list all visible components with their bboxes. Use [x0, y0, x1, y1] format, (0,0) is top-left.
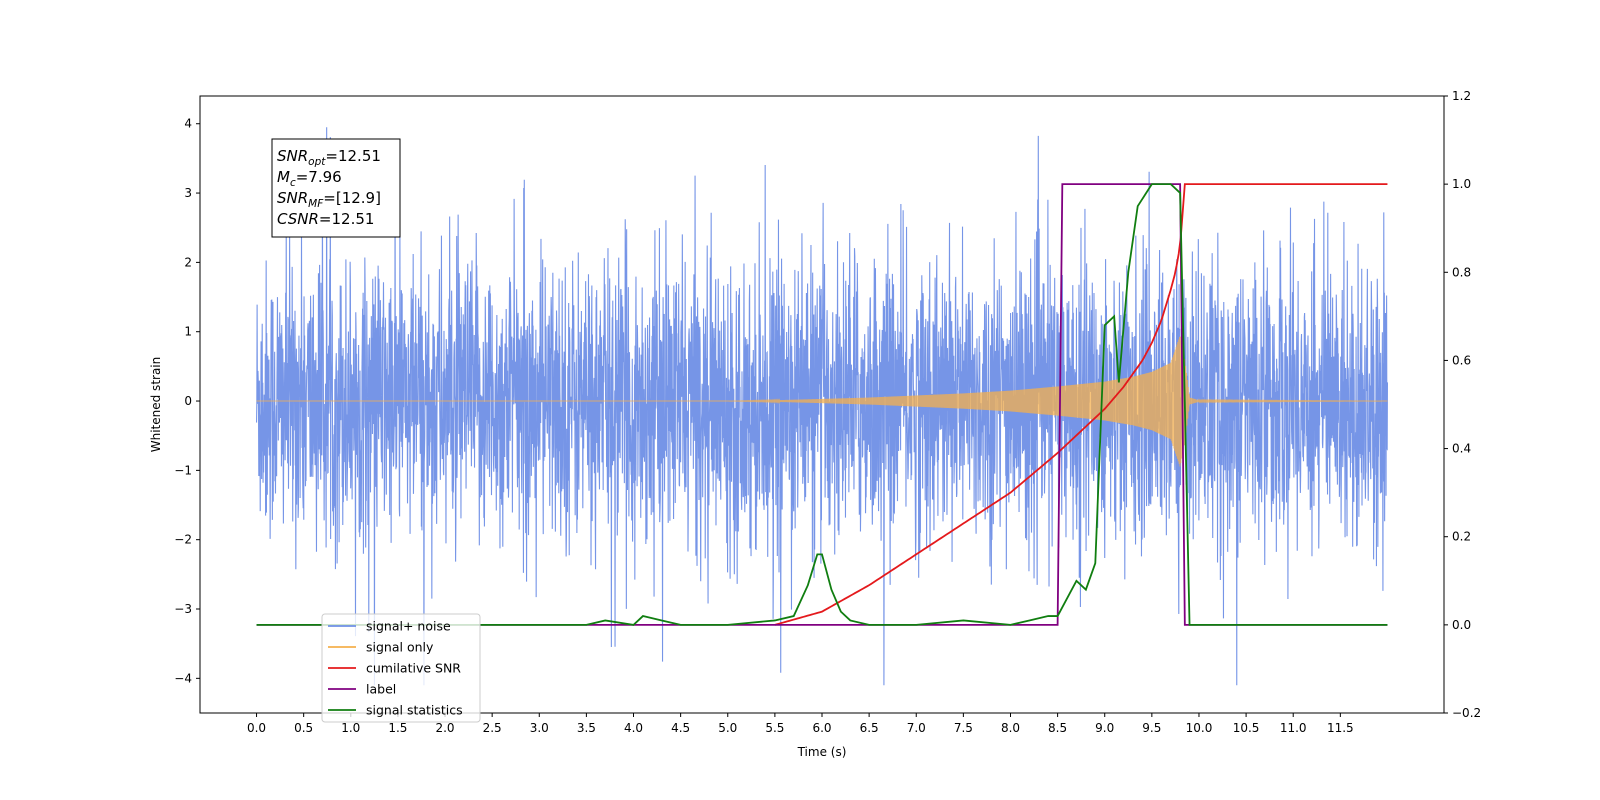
y-left-tick-label: −2 — [174, 533, 192, 547]
legend-box — [321, 613, 481, 723]
x-tick-label: 4.0 — [624, 721, 643, 735]
x-tick-label: 8.5 — [1048, 721, 1067, 735]
legend: signal+ noise signal only cumilative SNR la… — [321, 613, 481, 723]
y-right-tick-label: 1.0 — [1452, 177, 1471, 191]
y-right-tick-label: 0.2 — [1452, 530, 1471, 544]
x-tick-label: 4.5 — [671, 721, 690, 735]
series-cumulative-snr — [774, 183, 1388, 626]
y-left-tick-label: 4 — [184, 117, 192, 131]
x-axis-label: Time (s) — [797, 745, 847, 759]
y-right-tick-label: −0.2 — [1452, 706, 1481, 720]
y-axis-label: Whitened strain — [149, 357, 163, 453]
x-tick-label: 10.0 — [1186, 721, 1213, 735]
y-left-tick-label: −3 — [174, 602, 192, 616]
x-tick-label: 7.0 — [907, 721, 926, 735]
x-tick-label: 11.5 — [1327, 721, 1354, 735]
x-tick-label: 9.0 — [1095, 721, 1114, 735]
legend-entry: label — [366, 682, 396, 697]
y-left-tick-label: 0 — [184, 394, 192, 408]
x-axis: 0.0 0.5 1.0 1.5 2.0 2.5 3.0 3.5 4.0 4.5 5.0 5.5 6.0 6… — [247, 713, 1354, 735]
legend-entry: signal+ noise — [366, 619, 451, 634]
annotation-line: Mc=7.96 — [277, 168, 342, 189]
annotation-line: SNRMF=[12.9] — [277, 189, 381, 210]
x-tick-label: 5.0 — [718, 721, 737, 735]
x-tick-label: 0.5 — [294, 721, 313, 735]
annotation-line: CSNR=12.51 — [277, 210, 374, 228]
annotation-box — [271, 138, 401, 238]
x-tick-label: 0.0 — [247, 721, 266, 735]
stats-annotation: SNRopt=12.51Mc=7.96SNRMF=[12.9]CSNR=12.5… — [271, 138, 401, 238]
y-left-tick-label: 3 — [184, 186, 192, 200]
legend-entry: signal statistics — [366, 703, 463, 718]
x-tick-label: 2.5 — [483, 721, 502, 735]
x-tick-label: 6.0 — [812, 721, 831, 735]
series-signal-only — [256, 336, 1388, 467]
x-tick-label: 11.0 — [1280, 721, 1307, 735]
y-left-tick-label: −4 — [174, 671, 192, 685]
y-right-tick-label: 1.2 — [1452, 89, 1471, 103]
y-right-tick-label: 0.0 — [1452, 618, 1471, 632]
y-left-tick-label: −1 — [174, 463, 192, 477]
y-right-tick-label: 0.8 — [1452, 265, 1471, 279]
y-right-tick-label: 0.6 — [1452, 353, 1471, 367]
series-layer — [256, 127, 1388, 686]
y-axis-right: −0.2 0.0 0.2 0.4 0.6 0.8 1.0 1.2 — [1444, 89, 1481, 720]
y-right-tick-label: 0.4 — [1452, 442, 1471, 456]
x-tick-label: 7.5 — [954, 721, 973, 735]
series-signal-noise — [256, 127, 1388, 686]
legend-entry: signal only — [366, 640, 434, 655]
y-axis-left: −4 −3 −2 −1 0 1 2 3 4 — [174, 117, 200, 685]
x-tick-label: 3.0 — [530, 721, 549, 735]
x-tick-label: 1.0 — [341, 721, 360, 735]
annotation-line: SNRopt=12.51 — [277, 147, 381, 168]
x-tick-label: 10.5 — [1233, 721, 1260, 735]
x-tick-label: 9.5 — [1142, 721, 1161, 735]
x-tick-label: 3.5 — [577, 721, 596, 735]
x-tick-label: 6.5 — [860, 721, 879, 735]
series-signal-statistics — [256, 183, 1388, 626]
y-left-tick-label: 1 — [184, 325, 192, 339]
legend-entry: cumilative SNR — [366, 661, 461, 676]
x-tick-label: 1.5 — [388, 721, 407, 735]
x-tick-label: 5.5 — [765, 721, 784, 735]
x-tick-label: 8.0 — [1001, 721, 1020, 735]
x-tick-label: 2.0 — [435, 721, 454, 735]
y-left-tick-label: 2 — [184, 255, 192, 269]
